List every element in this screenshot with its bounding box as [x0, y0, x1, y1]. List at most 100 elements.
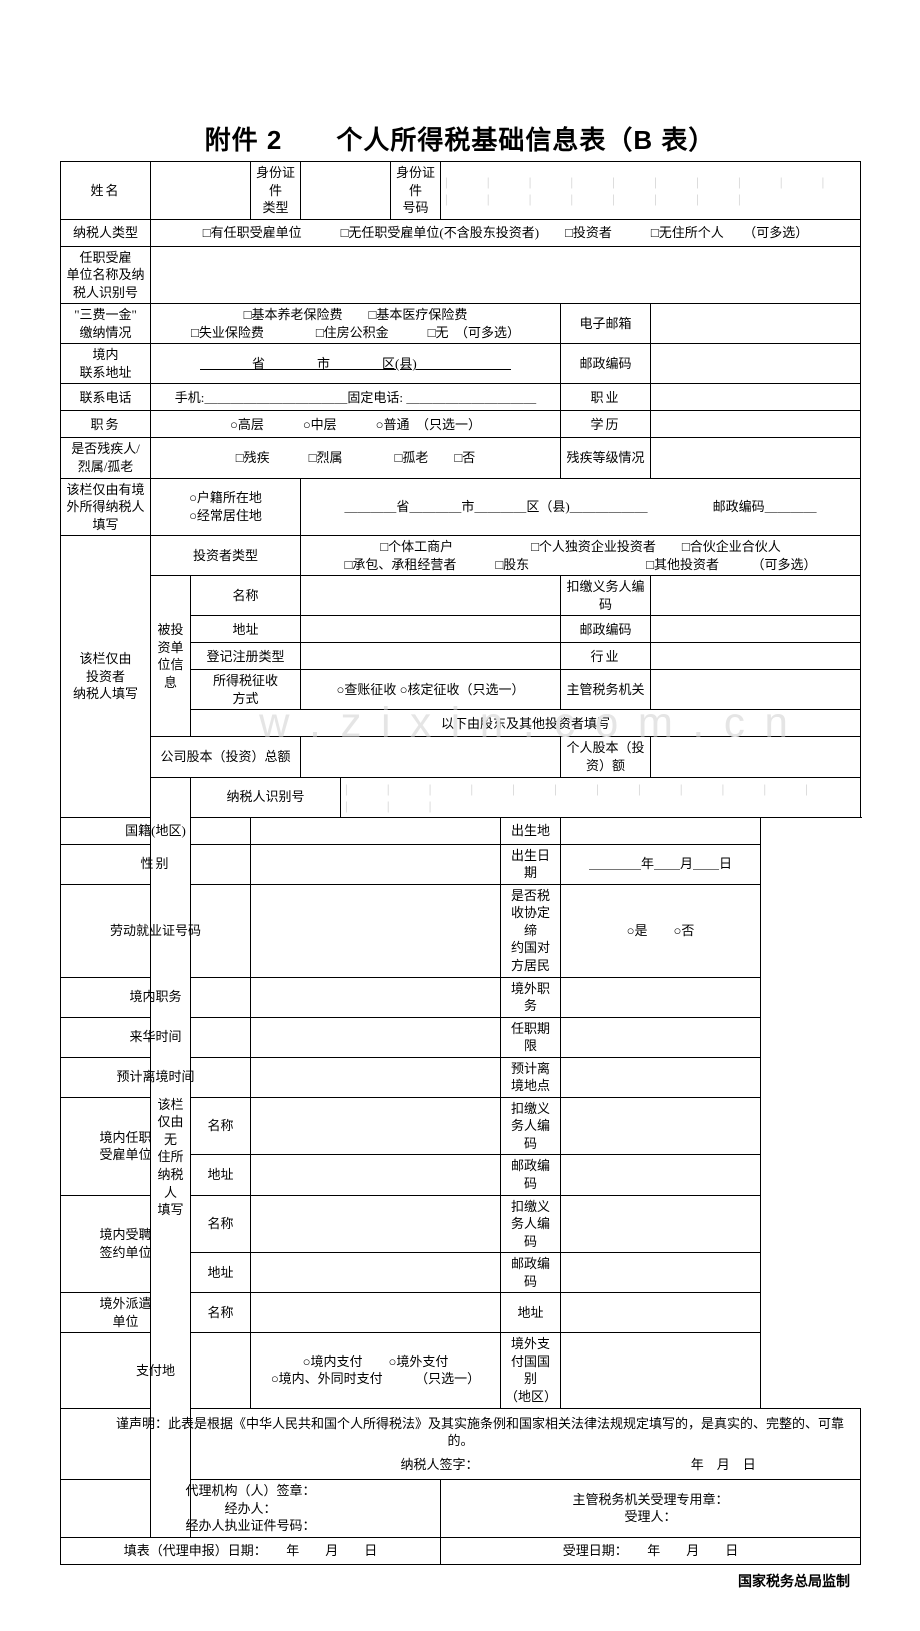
val-postal1[interactable] — [651, 344, 861, 384]
val-occupation[interactable] — [651, 384, 861, 411]
val-sex[interactable] — [251, 844, 501, 884]
val-taxpayer-type[interactable]: □有任职受雇单位 □无任职受雇单位(不含股东投资者) □投资者 □无住所个人 （… — [151, 219, 861, 246]
lbl-pay-place: 支付地 — [61, 1333, 251, 1408]
val-nation[interactable] — [251, 817, 501, 844]
val-tax-method[interactable]: ○查账征收 ○核定征收（只选一） — [301, 670, 561, 710]
val-emp-sign-addr[interactable] — [251, 1253, 501, 1293]
lbl-industry: 行业 — [561, 643, 651, 670]
val-name[interactable] — [151, 162, 251, 220]
lbl-depart-place: 预计离境地点 — [501, 1057, 561, 1097]
lbl-emp-out-addr: 地址 — [501, 1293, 561, 1333]
lbl-emp-sign-name: 名称 — [191, 1195, 251, 1253]
val-unit-name[interactable] — [301, 576, 561, 616]
val-idtype[interactable] — [301, 162, 391, 220]
lbl-wh-code2: 扣缴义务人编码 — [501, 1097, 561, 1155]
val-huji[interactable]: ＿＿＿＿省＿＿＿＿市＿＿＿＿区（县)＿＿＿＿＿＿ 邮政编码＿＿＿＿ — [301, 478, 861, 536]
lbl-taxid: 纳税人识别号 — [191, 777, 341, 817]
val-tax-auth[interactable] — [651, 670, 861, 710]
lbl-overseas-only: 该栏仅由有境 外所得纳税人 填写 — [61, 478, 151, 536]
lbl-birth-date: 出生日期 — [501, 844, 561, 884]
lbl-occupation: 职业 — [561, 384, 651, 411]
val-unit-addr[interactable] — [301, 616, 561, 643]
val-position[interactable]: ○高层 ○中层 ○普通 （只选一） — [151, 411, 561, 438]
lbl-wh-code3: 扣缴义务人编码 — [501, 1195, 561, 1253]
lbl-postal2: 邮政编码 — [561, 616, 651, 643]
val-taxid[interactable]: | | | | | | | | | | | | | | | — [341, 777, 861, 817]
footer: 国家税务总局监制 — [60, 1571, 860, 1591]
lbl-withhold-code1: 扣缴义务人编码 — [561, 576, 651, 616]
lbl-addr-in: 境内 联系地址 — [61, 344, 151, 384]
val-addr-in[interactable]: ＿＿＿＿省＿＿＿＿市＿＿＿＿区(县) ＿＿＿＿＿＿＿ — [151, 344, 561, 384]
val-withhold-code1[interactable] — [651, 576, 861, 616]
val-tel[interactable]: 手机:＿＿＿＿＿＿＿＿＿＿＿固定电话: ＿＿＿＿＿＿＿＿＿＿ — [151, 384, 561, 411]
val-postal3[interactable] — [561, 1155, 761, 1195]
val-pay-place[interactable]: ○境内支付 ○境外支付 ○境内、外同时支付 （只选一） — [251, 1333, 501, 1408]
lbl-pos-out: 境外职务 — [501, 977, 561, 1017]
val-employer[interactable] — [151, 246, 861, 304]
val-investor-type[interactable]: □个体工商户 □个人独资企业投资者 □合伙企业合伙人 □承包、承租经营者 □股东… — [301, 536, 861, 576]
val-pay-country[interactable] — [561, 1333, 761, 1408]
val-pos-in[interactable] — [251, 977, 501, 1017]
val-emp-sign-name[interactable] — [251, 1195, 501, 1253]
lbl-labor-cert: 劳动就业证号码 — [61, 884, 251, 977]
val-disabled-level[interactable] — [651, 438, 861, 478]
lbl-investor-only: 该栏仅由 投资者 纳税人填写 — [61, 536, 151, 817]
lbl-tenure: 任职期限 — [501, 1017, 561, 1057]
val-industry[interactable] — [651, 643, 861, 670]
lbl-emp-sign-addr: 地址 — [191, 1253, 251, 1293]
val-emp-in-name[interactable] — [251, 1097, 501, 1155]
val-emp-out-name[interactable] — [251, 1293, 501, 1333]
lbl-education: 学历 — [561, 411, 651, 438]
val-treaty[interactable]: ○是 ○否 — [561, 884, 761, 977]
val-sanfei[interactable]: □基本养老保险费 □基本医疗保险费 □失业保险费 □住房公积金 □无 （可多选） — [151, 304, 561, 344]
val-depart-est[interactable] — [251, 1057, 501, 1097]
agent-block[interactable]: 代理机构（人）签章： 经办人： 经办人执业证件号码： — [61, 1480, 441, 1538]
lbl-pos-in: 境内职务 — [61, 977, 251, 1017]
lbl-emp-in-name: 名称 — [191, 1097, 251, 1155]
lbl-disabled: 是否残疾人/ 烈属/孤老 — [61, 438, 151, 478]
val-corp-cap[interactable] — [301, 737, 561, 777]
val-pers-cap[interactable] — [651, 737, 861, 777]
lbl-pay-country: 境外支付国国别 （地区） — [501, 1333, 561, 1408]
val-birth-date[interactable]: ＿＿＿＿年＿＿月＿＿日 — [561, 844, 761, 884]
lbl-huji[interactable]: ○户籍所在地 ○经常居住地 — [151, 478, 301, 536]
val-labor-cert[interactable] — [251, 884, 501, 977]
val-wh-code2[interactable] — [561, 1097, 761, 1155]
val-depart-place[interactable] — [561, 1057, 761, 1097]
val-idno[interactable]: | | | | | | | | | | | | | | | | | | — [441, 162, 861, 220]
auth-block[interactable]: 主管税务机关受理专用章： 受理人： — [441, 1480, 861, 1538]
lbl-employer: 任职受雇 单位名称及纳 税人识别号 — [61, 246, 151, 304]
val-reg-type[interactable] — [301, 643, 561, 670]
accept-date[interactable]: 受理日期： 年 月 日 — [441, 1537, 861, 1564]
lbl-corp-cap: 公司股本（投资）总额 — [151, 737, 301, 777]
val-postal2[interactable] — [651, 616, 861, 643]
val-wh-code3[interactable] — [561, 1195, 761, 1253]
lbl-unit-name: 名称 — [191, 576, 301, 616]
val-tenure[interactable] — [561, 1017, 761, 1057]
val-arrive[interactable] — [251, 1017, 501, 1057]
lbl-emp-out: 境外派遣 单位 — [61, 1293, 191, 1333]
val-birth-place[interactable] — [561, 817, 761, 844]
fill-date[interactable]: 填表（代理申报）日期： 年 月 日 — [61, 1537, 441, 1564]
val-postal4[interactable] — [561, 1253, 761, 1293]
lbl-reg-type: 登记注册类型 — [191, 643, 301, 670]
lbl-arrive: 来华时间 — [61, 1017, 251, 1057]
lbl-sign-date: 年 月 日 — [482, 1456, 756, 1474]
lbl-pers-cap: 个人股本（投资）额 — [561, 737, 651, 777]
val-email[interactable] — [651, 304, 861, 344]
form-title: 附件 2 个人所得税基础信息表（B 表） — [60, 120, 860, 157]
val-pos-out[interactable] — [561, 977, 761, 1017]
val-education[interactable] — [651, 411, 861, 438]
lbl-email: 电子邮箱 — [561, 304, 651, 344]
lbl-name: 姓名 — [61, 162, 151, 220]
val-disabled[interactable]: □残疾 □烈属 □孤老 □否 — [151, 438, 561, 478]
val-emp-out-addr[interactable] — [561, 1293, 761, 1333]
txt-shareholder: 以下由股东及其他投资者填写 — [441, 716, 610, 731]
lbl-tax-method: 所得税征收 方式 — [191, 670, 301, 710]
lbl-invested-unit: 被投 资单 位信 息 — [151, 576, 191, 737]
lbl-idtype: 身份证件 类型 — [251, 162, 301, 220]
lbl-nation: 国籍(地区) — [61, 817, 251, 844]
lbl-postal4: 邮政编码 — [501, 1253, 561, 1293]
val-emp-in-addr[interactable] — [251, 1155, 501, 1195]
lbl-tax-auth: 主管税务机关 — [561, 670, 651, 710]
